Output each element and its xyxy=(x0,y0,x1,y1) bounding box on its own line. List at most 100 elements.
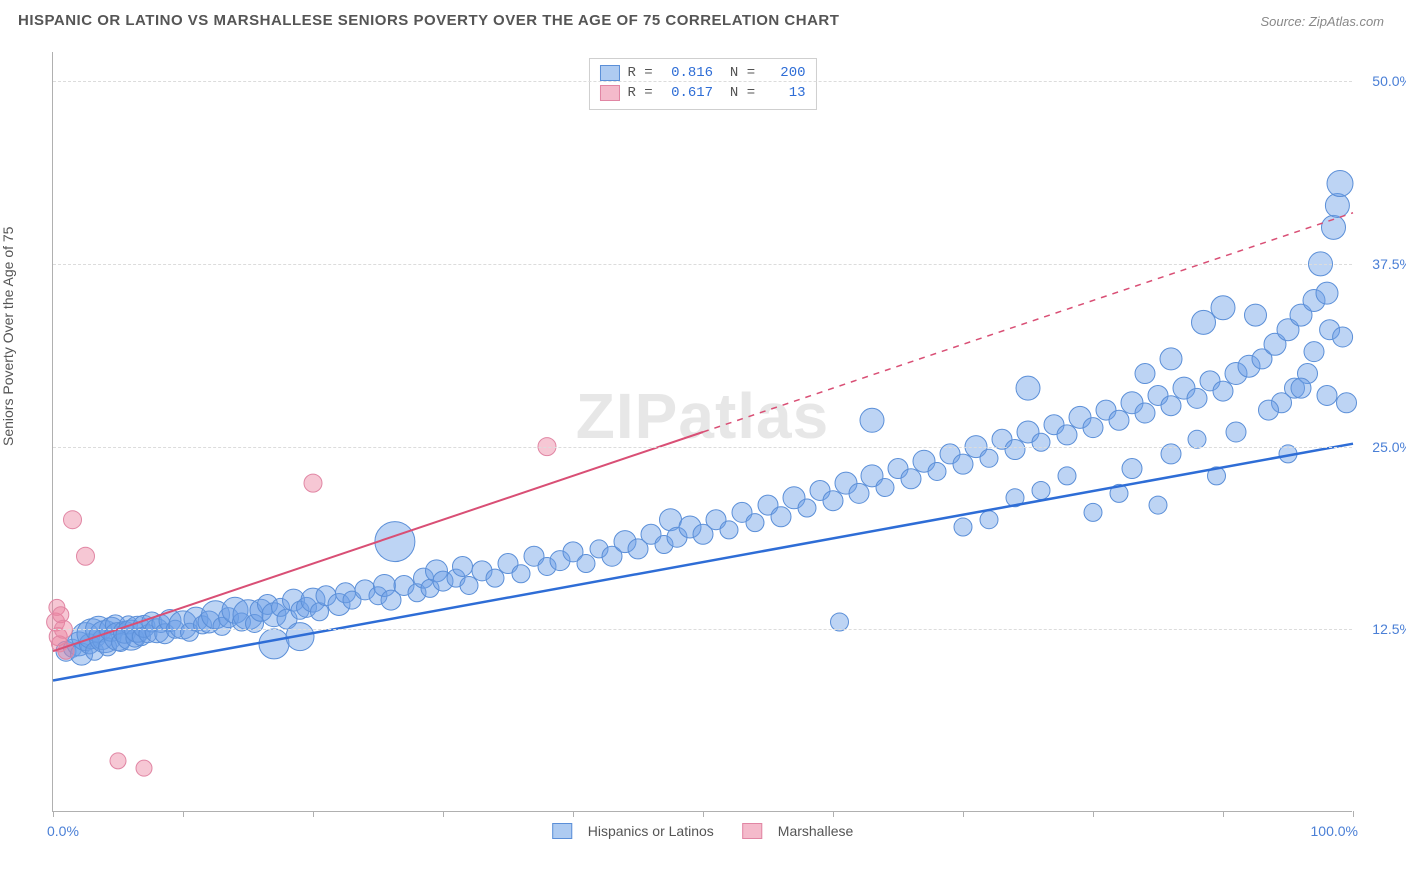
data-point xyxy=(1109,410,1129,430)
data-point xyxy=(1304,342,1324,362)
data-point xyxy=(486,569,504,587)
data-point xyxy=(901,469,921,489)
x-min-label: 0.0% xyxy=(47,823,79,839)
data-point xyxy=(980,449,998,467)
legend-swatch-hispanics xyxy=(552,823,572,839)
data-point xyxy=(1317,385,1337,405)
legend-item-marshallese: Marshallese xyxy=(742,823,853,839)
data-point xyxy=(1245,304,1267,326)
data-point xyxy=(1226,422,1246,442)
x-tick xyxy=(313,811,314,817)
data-point xyxy=(720,521,738,539)
data-point xyxy=(512,565,530,583)
data-point xyxy=(110,753,126,769)
data-point xyxy=(1135,364,1155,384)
y-axis-label: Seniors Poverty Over the Age of 75 xyxy=(0,227,16,446)
data-point xyxy=(876,479,894,497)
series-legend: Hispanics or Latinos Marshallese xyxy=(552,823,854,839)
source-label: Source: ZipAtlas.com xyxy=(1260,14,1384,29)
data-point xyxy=(1325,193,1349,217)
data-point xyxy=(1187,388,1207,408)
chart-title: HISPANIC OR LATINO VS MARSHALLESE SENIOR… xyxy=(18,12,839,29)
data-point xyxy=(1160,348,1182,370)
correlation-chart: HISPANIC OR LATINO VS MARSHALLESE SENIOR… xyxy=(0,0,1406,892)
gridline xyxy=(53,81,1352,82)
data-point xyxy=(1333,327,1353,347)
data-point xyxy=(954,518,972,536)
data-point xyxy=(64,511,82,529)
data-point xyxy=(823,491,843,511)
data-point xyxy=(77,547,95,565)
data-point xyxy=(953,454,973,474)
data-point xyxy=(746,514,764,532)
data-point xyxy=(1057,425,1077,445)
data-point xyxy=(1188,430,1206,448)
r-hispanics: 0.816 xyxy=(661,63,713,83)
data-point xyxy=(798,499,816,517)
x-tick xyxy=(1093,811,1094,817)
data-point xyxy=(771,507,791,527)
x-tick xyxy=(1353,811,1354,817)
plot-area: ZIPatlas R = 0.816 N = 200 R = 0.617 N =… xyxy=(52,52,1352,812)
data-point xyxy=(1291,378,1311,398)
legend-item-hispanics: Hispanics or Latinos xyxy=(552,823,714,839)
data-point xyxy=(1213,381,1233,401)
swatch-hispanics xyxy=(599,65,619,81)
x-tick xyxy=(443,811,444,817)
gridline xyxy=(53,264,1352,265)
trend-line xyxy=(53,432,703,651)
y-tick-label: 50.0% xyxy=(1372,73,1406,89)
x-tick xyxy=(53,811,54,817)
data-point xyxy=(1032,433,1050,451)
y-tick-label: 12.5% xyxy=(1372,621,1406,637)
data-point xyxy=(1316,282,1338,304)
x-tick xyxy=(1223,811,1224,817)
stats-row-hispanics: R = 0.816 N = 200 xyxy=(599,63,805,83)
y-tick-label: 25.0% xyxy=(1372,439,1406,455)
data-point xyxy=(1161,396,1181,416)
data-point xyxy=(831,613,849,631)
legend-label-marshallese: Marshallese xyxy=(778,823,853,839)
data-point xyxy=(1259,400,1279,420)
data-point xyxy=(1337,393,1357,413)
data-point xyxy=(860,408,884,432)
data-point xyxy=(1005,440,1025,460)
data-point xyxy=(136,760,152,776)
swatch-marshallese xyxy=(599,85,619,101)
data-point xyxy=(849,483,869,503)
x-tick xyxy=(703,811,704,817)
data-point xyxy=(304,474,322,492)
stats-row-marshallese: R = 0.617 N = 13 xyxy=(599,83,805,103)
data-point xyxy=(1016,376,1040,400)
y-tick-label: 37.5% xyxy=(1372,256,1406,272)
x-tick xyxy=(183,811,184,817)
n-marshallese: 13 xyxy=(764,83,806,103)
x-tick xyxy=(833,811,834,817)
data-point xyxy=(1211,296,1235,320)
n-hispanics: 200 xyxy=(764,63,806,83)
x-tick xyxy=(573,811,574,817)
data-point xyxy=(453,556,473,576)
data-point xyxy=(1032,481,1050,499)
data-point xyxy=(1122,459,1142,479)
trend-line xyxy=(53,444,1353,681)
data-point xyxy=(259,629,289,659)
svg-layer xyxy=(53,52,1352,811)
data-point xyxy=(1327,171,1353,197)
data-point xyxy=(1135,403,1155,423)
legend-label-hispanics: Hispanics or Latinos xyxy=(588,823,714,839)
data-point xyxy=(980,511,998,529)
legend-swatch-marshallese xyxy=(742,823,762,839)
r-marshallese: 0.617 xyxy=(661,83,713,103)
data-point xyxy=(1084,503,1102,521)
data-point xyxy=(1192,310,1216,334)
gridline xyxy=(53,629,1352,630)
data-point xyxy=(577,555,595,573)
data-point xyxy=(460,576,478,594)
data-point xyxy=(928,462,946,480)
x-max-label: 100.0% xyxy=(1311,823,1358,839)
data-point xyxy=(1083,418,1103,438)
gridline xyxy=(53,447,1352,448)
data-point xyxy=(1149,496,1167,514)
x-tick xyxy=(963,811,964,817)
